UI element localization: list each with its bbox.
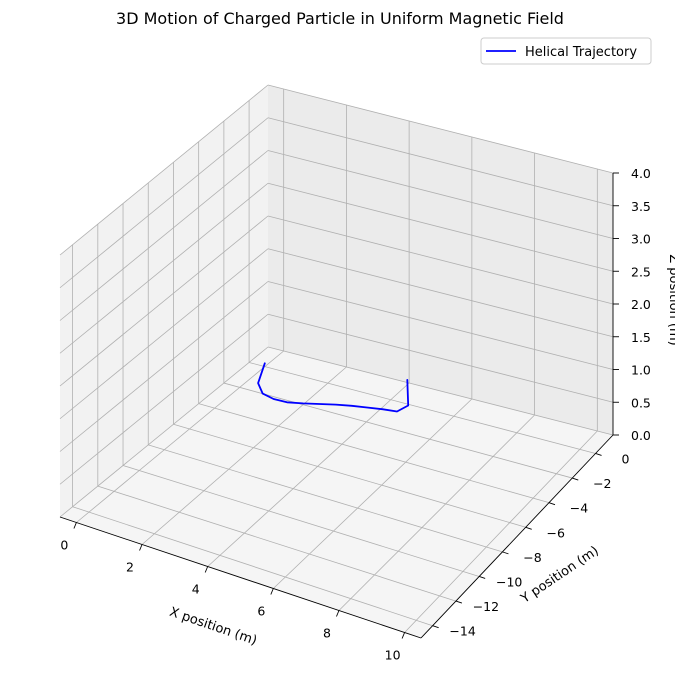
x-axis-line xyxy=(59,516,422,639)
y-tick xyxy=(502,551,509,555)
y-gridline-floor xyxy=(223,382,573,479)
x-tick xyxy=(139,544,143,551)
x-gridline-floor xyxy=(338,414,535,611)
x-tick-label: 2 xyxy=(126,560,134,575)
z-tick-label: 2.5 xyxy=(631,264,651,279)
z-gridline-back xyxy=(267,215,614,305)
z-gridline-back xyxy=(267,346,614,436)
tick-marks xyxy=(73,172,619,639)
z-gridline-left xyxy=(59,281,269,452)
z-tick-label: 1.0 xyxy=(631,363,651,378)
y-gridline-floor xyxy=(198,403,550,504)
y-tick-label: −14 xyxy=(449,624,475,639)
x-gridline-floor xyxy=(404,430,598,633)
y-tick xyxy=(479,576,486,579)
y-tick xyxy=(548,502,556,506)
z-gridline-back xyxy=(267,281,614,370)
z-gridline-left xyxy=(59,248,269,420)
z-tick-label: 3.0 xyxy=(631,232,651,247)
x-tick-label: 4 xyxy=(192,582,200,597)
data-series xyxy=(257,362,410,413)
tick-labels: 0 2 4 6 8 10 0 −2 −4 −6 −8−10 −12 −14 0.0 0.5 1.0 1.5 2.0… xyxy=(60,166,651,663)
z-gridline-back xyxy=(267,313,614,403)
z-tick-label: 2.0 xyxy=(631,297,651,312)
z-gridline-left xyxy=(59,346,269,518)
z-tick-label: 0.0 xyxy=(631,428,651,443)
x-tick-label: 6 xyxy=(257,604,265,619)
x-axis-label: X position (m) xyxy=(167,605,258,649)
z-gridline-left xyxy=(59,313,269,485)
y-tick-label: −6 xyxy=(546,525,564,540)
z-gridline-left xyxy=(59,117,269,289)
z-tick-label: 3.5 xyxy=(631,199,651,214)
x-gridline-floor xyxy=(273,398,473,589)
z-gridline-back xyxy=(267,182,614,272)
legend: Helical Trajectory xyxy=(480,37,652,65)
x-tick xyxy=(204,566,209,573)
y-gridline-floor xyxy=(248,362,596,454)
x-tick xyxy=(336,610,340,617)
z-gridline-back xyxy=(267,84,614,174)
x-tick xyxy=(73,522,77,529)
y-tick xyxy=(572,477,579,481)
y-tick-label: −2 xyxy=(593,476,611,491)
grid-lines xyxy=(59,84,614,633)
y-tick xyxy=(525,526,532,530)
floor-pane xyxy=(60,347,613,638)
chart-title: 3D Motion of Charged Particle in Uniform… xyxy=(116,9,564,28)
z-gridline-left xyxy=(59,150,269,321)
z-gridline-left xyxy=(59,182,269,354)
y-gridline-floor xyxy=(148,444,503,553)
x-tick xyxy=(270,588,274,595)
y-tick-label: 0 xyxy=(622,452,630,467)
z-gridline-back xyxy=(267,150,614,239)
z-gridline-left xyxy=(59,84,269,256)
y-gridline-floor xyxy=(173,423,526,528)
z-gridline-left xyxy=(59,215,269,387)
x-gridline-floor xyxy=(76,350,284,523)
z-tick-label: 4.0 xyxy=(631,166,651,181)
x-tick-label: 10 xyxy=(385,648,401,663)
legend-box xyxy=(480,37,652,65)
x-tick-label: 8 xyxy=(323,626,331,641)
y-gridline-floor xyxy=(97,485,457,602)
y-tick-label: −10 xyxy=(496,575,522,590)
x-gridline-floor xyxy=(141,366,347,545)
z-gridline-back xyxy=(267,248,614,338)
y-tick xyxy=(595,453,602,456)
x-tick xyxy=(401,632,406,639)
y-axis-line xyxy=(420,434,614,639)
y-tick xyxy=(455,600,463,604)
y-gridline-floor xyxy=(72,506,433,627)
z-tick-label: 0.5 xyxy=(631,395,651,410)
y-tick-label: −12 xyxy=(473,599,499,614)
z-gridline-back xyxy=(267,117,614,207)
y-tick-label: −8 xyxy=(523,550,541,565)
z-tick-label: 1.5 xyxy=(631,330,651,345)
y-tick-label: −4 xyxy=(570,501,588,516)
legend-label: Helical Trajectory xyxy=(525,45,637,60)
helical-trajectory-line xyxy=(257,362,410,413)
x-tick-label: 0 xyxy=(60,538,68,553)
z-axis-label: Z position (m) xyxy=(666,254,675,345)
y-gridline-floor xyxy=(122,465,480,577)
x-gridline-floor xyxy=(207,382,410,567)
y-tick xyxy=(432,625,439,629)
